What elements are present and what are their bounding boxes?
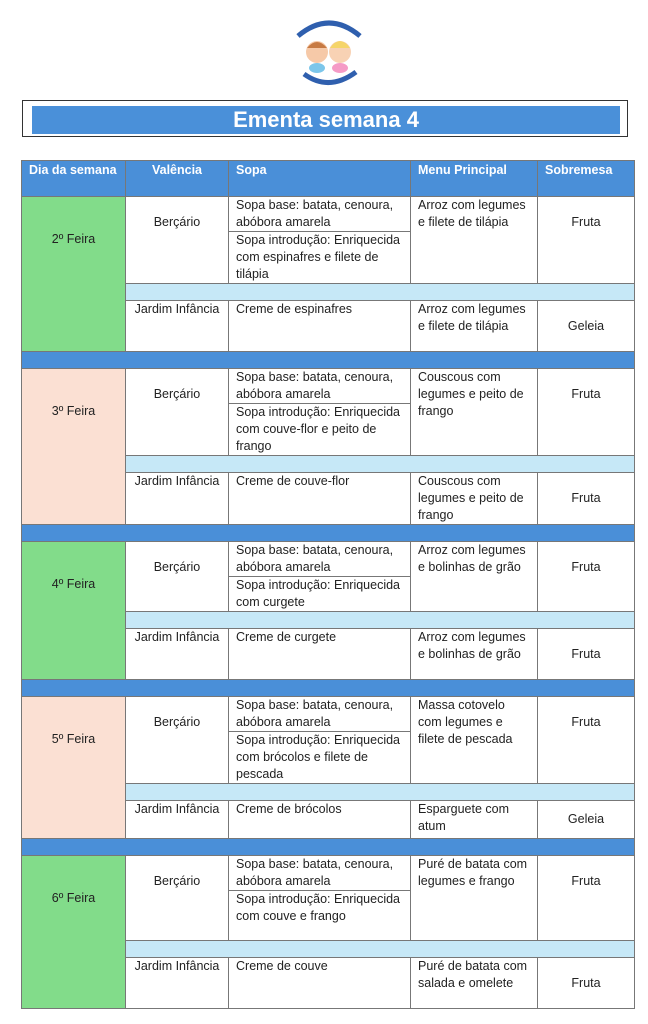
separator-row (21, 838, 635, 856)
menu-jardim: Puré de batata com salada e omelete (410, 957, 538, 1009)
sopa-bercario: Sopa base: batata, cenoura, abóbora amar… (228, 855, 411, 941)
valencia-jardim: Jardim Infância (125, 957, 229, 1009)
valencia-jardim: Jardim Infância (125, 800, 229, 839)
jardim-row: Jardim Infância Creme de curgete Arroz c… (22, 628, 635, 680)
menu-jardim: Couscous com legumes e peito de frango (410, 472, 538, 525)
sobremesa-jardim: Geleia (537, 800, 635, 839)
sopa-bercario: Sopa base: batata, cenoura, abóbora amar… (228, 696, 411, 784)
sobremesa-jardim: Fruta (537, 628, 635, 680)
sopa-bercario: Sopa base: batata, cenoura, abóbora amar… (228, 368, 411, 456)
sobremesa-jardim: Geleia (537, 300, 635, 352)
valencia-jardim: Jardim Infância (125, 628, 229, 680)
sobremesa-bercario: Fruta (537, 855, 635, 941)
sobremesa-jardim: Fruta (537, 957, 635, 1009)
jardim-row: Jardim Infância Creme de espinafres Arro… (22, 300, 635, 352)
sopa-base: Sopa base: batata, cenoura, abóbora amar… (229, 856, 410, 891)
sopa-base: Sopa base: batata, cenoura, abóbora amar… (229, 542, 410, 577)
bercario-row: 4º Feira Berçário Sopa base: batata, cen… (21, 541, 635, 680)
menu-bercario: Massa cotovelo com legumes e filete de p… (410, 696, 538, 784)
spacer-row (22, 455, 635, 473)
jardim-row: Jardim Infância Creme de couve Puré de b… (22, 957, 635, 1009)
menu-bercario: Arroz com legumes e filete de tilápia (410, 196, 538, 284)
separator-row (21, 351, 635, 369)
sopa-introducao: Sopa introdução: Enriquecida com brócolo… (236, 733, 401, 781)
sopa-base: Sopa base: batata, cenoura, abóbora amar… (229, 369, 410, 404)
sopa-jardim: Creme de brócolos (228, 800, 411, 839)
bercario-row: 6º Feira Berçário Sopa base: batata, cen… (21, 855, 635, 1009)
sopa-jardim: Creme de couve (228, 957, 411, 1009)
valencia-bercario: Berçário (125, 368, 229, 456)
page-title: Ementa semana 4 (32, 106, 620, 134)
sobremesa-bercario: Fruta (537, 196, 635, 284)
menu-table: Dia da semana Valência Sopa Menu Princip… (21, 160, 635, 1009)
spacer-row (22, 783, 635, 801)
menu-jardim: Arroz com legumes e filete de tilápia (410, 300, 538, 352)
sopa-base: Sopa base: batata, cenoura, abóbora amar… (229, 697, 410, 732)
sopa-jardim: Creme de curgete (228, 628, 411, 680)
menu-bercario: Puré de batata com legumes e frango (410, 855, 538, 941)
sopa-bercario: Sopa base: batata, cenoura, abóbora amar… (228, 541, 411, 612)
valencia-jardim: Jardim Infância (125, 472, 229, 525)
valencia-jardim: Jardim Infância (125, 300, 229, 352)
infantario-logo (296, 20, 362, 85)
header-sobremesa: Sobremesa (537, 160, 635, 197)
spacer-row (22, 283, 635, 301)
day-cell: 2º Feira (21, 196, 126, 352)
sobremesa-bercario: Fruta (537, 696, 635, 784)
valencia-bercario: Berçário (125, 855, 229, 941)
jardim-row: Jardim Infância Creme de couve-flor Cous… (22, 472, 635, 525)
menu-jardim: Arroz com legumes e bolinhas de grão (410, 628, 538, 680)
header-row: Dia da semana Valência Sopa Menu Princip… (21, 160, 635, 197)
menu-bercario: Arroz com legumes e bolinhas de grão (410, 541, 538, 612)
header-sopa: Sopa (228, 160, 411, 197)
day-cell: 3º Feira (21, 368, 126, 525)
menu-bercario: Couscous com legumes e peito de frango (410, 368, 538, 456)
day-cell: 6º Feira (21, 855, 126, 1009)
valencia-bercario: Berçário (125, 541, 229, 612)
spacer-row (22, 940, 635, 958)
sopa-jardim: Creme de espinafres (228, 300, 411, 352)
bercario-row: 3º Feira Berçário Sopa base: batata, cen… (21, 368, 635, 525)
sopa-introducao: Sopa introdução: Enriquecida com couve e… (236, 892, 401, 923)
bercario-row: 5º Feira Berçário Sopa base: batata, cen… (21, 696, 635, 839)
day-cell: 5º Feira (21, 696, 126, 839)
title-box: Ementa semana 4 (22, 100, 628, 137)
separator-row (21, 679, 635, 697)
sobremesa-bercario: Fruta (537, 368, 635, 456)
sopa-jardim: Creme de couve-flor (228, 472, 411, 525)
separator-row (21, 524, 635, 542)
header-menu: Menu Principal (410, 160, 538, 197)
sobremesa-bercario: Fruta (537, 541, 635, 612)
day-cell: 4º Feira (21, 541, 126, 680)
valencia-bercario: Berçário (125, 196, 229, 284)
valencia-bercario: Berçário (125, 696, 229, 784)
sopa-bercario: Sopa base: batata, cenoura, abóbora amar… (228, 196, 411, 284)
sopa-introducao: Sopa introdução: Enriquecida com couve-f… (236, 405, 401, 453)
header-valencia: Valência (125, 160, 229, 197)
sobremesa-jardim: Fruta (537, 472, 635, 525)
sopa-base: Sopa base: batata, cenoura, abóbora amar… (229, 197, 410, 232)
jardim-row: Jardim Infância Creme de brócolos Esparg… (22, 800, 635, 839)
sopa-introducao: Sopa introdução: Enriquecida com espinaf… (236, 233, 401, 281)
sopa-introducao: Sopa introdução: Enriquecida com curgete (236, 578, 401, 609)
header-day: Dia da semana (21, 160, 126, 197)
menu-jardim: Esparguete com atum (410, 800, 538, 839)
bercario-row: 2º Feira Berçário Sopa base: batata, cen… (21, 196, 635, 352)
